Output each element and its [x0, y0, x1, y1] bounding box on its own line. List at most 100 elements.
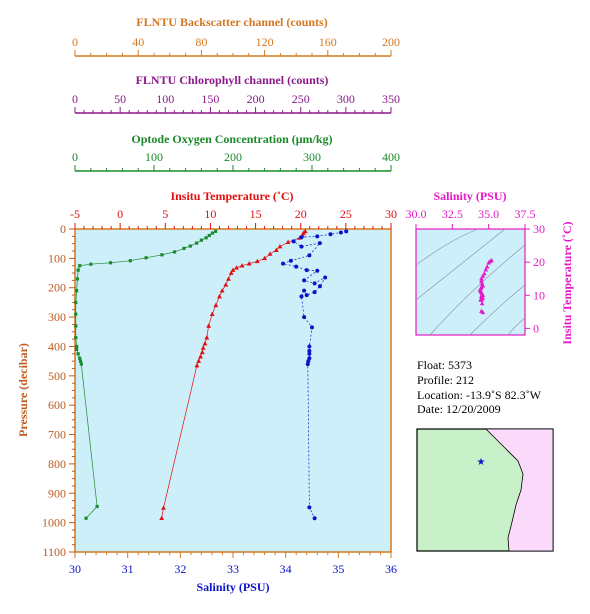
oxygen-tick-label: 400 [382, 150, 400, 164]
oxygen-tick-label: 0 [72, 150, 78, 164]
backscatter-axis: FLNTU Backscatter channel (counts) 0 40 80… [72, 15, 400, 57]
pressure-tick-label: 800 [48, 457, 66, 471]
ts-salinity-tick-label: 30.0 [406, 207, 427, 221]
ts-series [477, 257, 494, 315]
temperature-point [198, 354, 203, 359]
pressure-tick-label: 200 [48, 281, 66, 295]
location-map: ★ [416, 428, 554, 552]
salinity-point [299, 294, 304, 299]
oxygen-point [74, 289, 79, 293]
temperature-point [239, 263, 245, 268]
salinity-tick-label: 32 [174, 562, 186, 576]
ts-plot-area [415, 228, 526, 336]
salinity-point [281, 261, 286, 266]
temperature-tick-label: 10 [204, 207, 216, 221]
pressure-tick-label: 0 [60, 222, 66, 236]
temperature-point [277, 244, 283, 249]
main-profile-plot: -5 0 5 10 15 20 25 30 30 31 32 33 34 35 36 0 100 200 300… [16, 207, 397, 594]
ts-point [479, 301, 485, 306]
pressure-tick-label: 600 [48, 398, 66, 412]
pressure-axis-title: Pressure (decibar) [16, 343, 30, 437]
salinity-tick-label: 36 [385, 562, 397, 576]
salinity-point [307, 351, 312, 356]
temperature-point [262, 255, 267, 261]
chlorophyll-tick-label: 150 [201, 92, 219, 106]
ts-salinity-tick-label: 37.5 [515, 207, 536, 221]
chlorophyll-axis-ticks: 0 50 100 150 200 250 300 350 [72, 92, 400, 113]
temperature-point [159, 515, 165, 521]
backscatter-tick-label: 160 [319, 35, 337, 49]
pressure-axis-ticks: 0 100 200 300 400 500 600 700 800 900 1000 1100 [42, 222, 75, 559]
location: Location: -13.9˚S 82.3˚W [417, 388, 542, 402]
backscatter-tick-label: 200 [382, 35, 400, 49]
oxygen-point [182, 246, 186, 250]
salinity-point [323, 275, 328, 280]
temperature-tick-label: 15 [250, 207, 262, 221]
salinity-point [302, 278, 307, 283]
salinity-point [307, 348, 312, 353]
ts-temperature-tick-label: 0 [533, 321, 539, 335]
float-info: Float: 5373 Profile: 212 Location: -13.9… [417, 358, 542, 416]
oxygen-point [75, 277, 79, 281]
salinity-point [317, 241, 322, 246]
oxygen-point [144, 256, 148, 260]
temperature-point [219, 288, 225, 293]
salinity-axis-ticks: 30 31 32 33 34 35 36 [69, 552, 397, 576]
salinity-tick-label: 34 [280, 562, 292, 576]
ts-point [483, 267, 489, 272]
oxygen-axis-title: Optode Oxygen Concentration (μm/kg) [131, 132, 332, 146]
temperature-point [213, 302, 219, 308]
chlorophyll-tick-label: 50 [114, 92, 126, 106]
main-plot-series [74, 228, 349, 521]
pressure-tick-label: 1100 [42, 545, 66, 559]
temperature-tick-label: 0 [117, 207, 123, 221]
temperature-point [230, 267, 236, 272]
oxygen-point [210, 231, 215, 235]
salinity-point [291, 239, 296, 244]
oxygen-point [74, 324, 78, 328]
chlorophyll-tick-label: 100 [156, 92, 174, 106]
temperature-point [199, 349, 205, 355]
backscatter-tick-label: 120 [256, 35, 274, 49]
ts-diagram: Salinity (PSU) 30.0 32.5 35.0 37.5 0102030 … [406, 189, 575, 345]
oxygen-point [74, 312, 78, 316]
chlorophyll-tick-label: 300 [337, 92, 355, 106]
salinity-point [299, 235, 304, 240]
ts-point [486, 260, 491, 265]
temperature-axis-title: Insitu Temperature (˚C) [170, 189, 293, 203]
salinity-point [312, 281, 317, 286]
temperature-tick-label: 5 [162, 207, 168, 221]
temperature-tick-label: 30 [385, 207, 397, 221]
ts-point [479, 297, 484, 302]
salinity-tick-label: 30 [69, 562, 81, 576]
pressure-tick-label: 300 [48, 310, 66, 324]
salinity-point [310, 325, 314, 330]
oxygen-point [108, 261, 113, 265]
backscatter-tick-label: 40 [132, 35, 144, 49]
salinity-point [302, 288, 307, 293]
ts-point [480, 273, 486, 278]
salinity-point [307, 253, 312, 258]
temperature-point [226, 276, 231, 281]
salinity-point [307, 344, 312, 349]
main-plot-area [74, 228, 392, 553]
salinity-point [294, 264, 299, 269]
ts-salinity-tick-label: 32.5 [442, 207, 463, 221]
pressure-tick-label: 400 [48, 339, 66, 353]
oxygen-point [195, 241, 199, 245]
oxygen-point [79, 362, 83, 366]
ts-temperature-title: Insitu Temperature (˚C) [560, 221, 574, 344]
salinity-point [304, 293, 309, 298]
temperature-point [194, 362, 200, 368]
oxygen-point [89, 262, 93, 266]
oxygen-point [74, 300, 78, 305]
temperature-point [234, 265, 240, 270]
oxygen-tick-label: 200 [224, 150, 242, 164]
salinity-point [299, 244, 304, 249]
ts-point [480, 309, 486, 315]
salinity-point [315, 268, 320, 273]
oxygen-point [78, 356, 82, 360]
temperature-tick-label: -5 [70, 207, 80, 221]
salinity-point [317, 284, 322, 289]
